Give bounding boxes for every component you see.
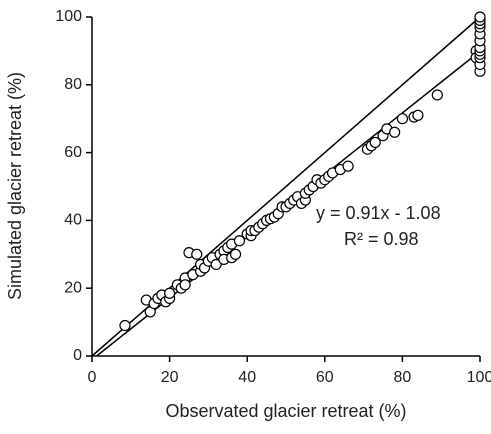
point — [389, 126, 401, 138]
x-tick-label: 100 — [467, 369, 491, 386]
annotation: y = 0.91x - 1.08 — [316, 203, 441, 223]
x-tick-label: 0 — [88, 369, 97, 386]
point — [369, 136, 381, 149]
y-axis-label: Simulated glacier retreat (%) — [5, 72, 25, 300]
point — [229, 248, 242, 260]
x-tick-label: 80 — [394, 369, 412, 386]
y-tick-label: 20 — [64, 279, 82, 296]
point — [191, 248, 203, 260]
point — [396, 113, 408, 125]
annotation: R² = 0.98 — [344, 229, 419, 249]
point — [412, 109, 424, 121]
point — [474, 11, 486, 23]
x-axis-label: Observated glacier retreat (%) — [165, 401, 406, 421]
point — [210, 258, 222, 271]
point — [431, 89, 443, 101]
point — [164, 287, 176, 299]
point — [233, 235, 246, 247]
point — [342, 160, 354, 172]
y-tick-label: 40 — [64, 212, 82, 229]
y-tick-label: 100 — [55, 8, 82, 25]
y-tick-label: 80 — [64, 76, 82, 93]
point — [179, 279, 191, 291]
y-tick-label: 60 — [64, 144, 82, 161]
x-tick-label: 20 — [161, 369, 179, 386]
point — [119, 319, 131, 332]
x-tick-label: 40 — [238, 369, 256, 386]
x-tick-label: 60 — [316, 369, 334, 386]
y-tick-label: 0 — [73, 347, 82, 364]
